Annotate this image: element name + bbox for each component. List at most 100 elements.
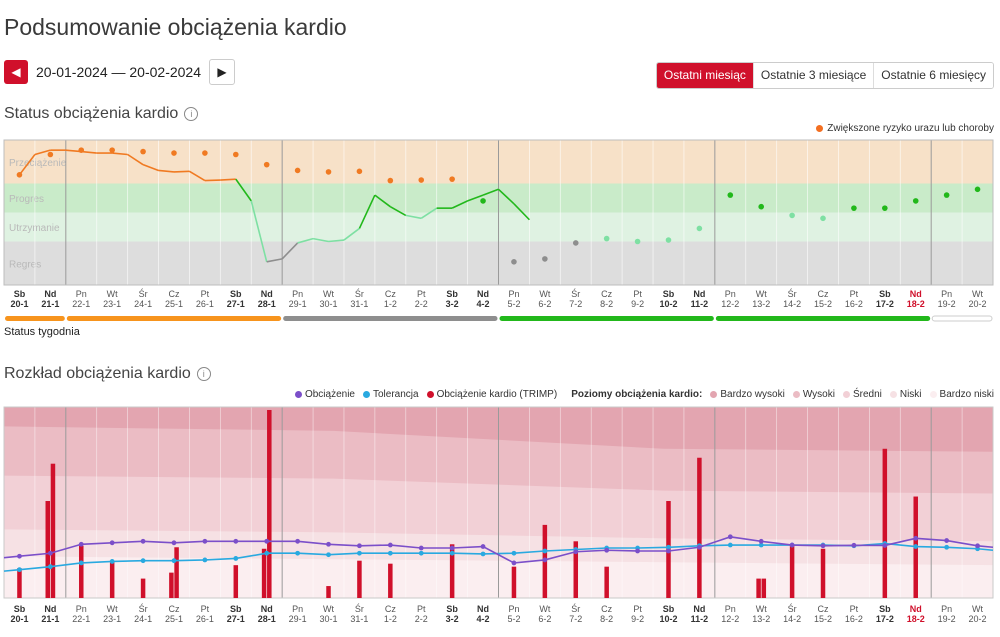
tolerance-point xyxy=(449,550,455,556)
distribution-day-name: Cz xyxy=(601,604,612,614)
trimp-bar xyxy=(79,545,84,598)
status-day-date: 24-1 xyxy=(134,299,152,309)
status-zone-label: Progres xyxy=(9,194,44,205)
status-point xyxy=(572,240,579,246)
distribution-day-name: Nd xyxy=(261,604,273,614)
status-point xyxy=(356,168,363,175)
status-point xyxy=(943,192,950,198)
status-point xyxy=(449,176,455,182)
load-point xyxy=(696,544,702,550)
distribution-day-name: Pn xyxy=(725,604,736,614)
distribution-chart-border xyxy=(3,406,994,599)
status-point xyxy=(232,151,239,158)
status-line-segment xyxy=(451,200,468,209)
distribution-day-date: 3-2 xyxy=(446,614,459,624)
distribution-day-date: 12-2 xyxy=(721,614,739,624)
status-line-segment xyxy=(127,153,144,166)
distribution-day-name: Nd xyxy=(477,604,489,614)
status-point xyxy=(140,148,146,155)
risk-legend-label: Zwiększone ryzyko urazu lub choroby xyxy=(827,123,994,134)
status-line-segment xyxy=(34,149,51,156)
status-line-segment xyxy=(281,242,299,260)
load-point xyxy=(387,542,393,548)
tab-last-month[interactable]: Ostatni miesiąc xyxy=(656,63,753,88)
trimp-bar xyxy=(388,563,393,598)
status-section-title: Status obciążenia kardio i xyxy=(4,105,199,123)
trimp-bar xyxy=(174,547,179,598)
status-day-name: Śr xyxy=(788,288,797,299)
status-line-segment xyxy=(374,194,391,208)
trimp-bar xyxy=(604,566,609,598)
status-line-segment xyxy=(467,194,484,202)
load-point xyxy=(47,550,53,556)
status-line-segment xyxy=(328,239,345,243)
previous-period-button[interactable]: ◀ xyxy=(4,60,28,84)
tab-last-6-months[interactable]: Ostatnie 6 miesięcy xyxy=(873,63,993,88)
status-day-date: 5-2 xyxy=(507,299,520,309)
load-point xyxy=(171,540,177,546)
distribution-day-date: 16-2 xyxy=(845,614,863,624)
distribution-day-date: 1-2 xyxy=(384,614,397,624)
tolerance-point xyxy=(944,544,950,550)
load-point xyxy=(820,543,826,549)
next-period-button[interactable]: ▶ xyxy=(209,59,236,85)
load-point xyxy=(666,548,671,554)
legend-level-label: Niski xyxy=(899,389,922,400)
status-day-date: 14-2 xyxy=(783,299,801,309)
tolerance-point xyxy=(480,551,486,557)
tab-last-3-months[interactable]: Ostatnie 3 miesiące xyxy=(752,63,874,88)
distribution-day-name: Śr xyxy=(571,603,580,614)
status-day-date: 21-1 xyxy=(41,299,59,309)
status-line-segment xyxy=(266,258,283,263)
distribution-day-name: Nd xyxy=(910,604,922,614)
info-icon[interactable]: i xyxy=(196,366,211,381)
week-status-bar xyxy=(715,316,931,321)
status-day-date: 17-2 xyxy=(876,299,894,309)
status-line-segment xyxy=(389,206,407,217)
load-point xyxy=(542,557,548,563)
distribution-day-date: 13-2 xyxy=(752,614,770,624)
distribution-day-name: Cz xyxy=(385,604,396,614)
load-point xyxy=(573,549,579,555)
tolerance-point xyxy=(140,558,146,564)
trimp-bar xyxy=(357,560,362,598)
distribution-day-date: 14-2 xyxy=(783,614,801,624)
status-point xyxy=(851,205,857,211)
status-day-name: Nd xyxy=(44,289,56,299)
trimp-bar xyxy=(761,578,767,598)
status-day-name: Pt xyxy=(201,289,210,299)
legend-level-label: Średni xyxy=(852,389,882,400)
trimp-bar xyxy=(45,501,51,598)
distribution-day-date: 19-2 xyxy=(938,614,956,624)
status-day-name: Pt xyxy=(850,289,859,299)
distribution-day-date: 8-2 xyxy=(600,614,613,624)
status-point xyxy=(294,167,301,174)
distribution-day-name: Nd xyxy=(693,604,705,614)
legend-load[interactable]: Obciążenie xyxy=(294,389,355,400)
status-line-segment xyxy=(158,169,175,173)
status-point xyxy=(696,225,703,232)
status-day-name: Pt xyxy=(633,289,642,299)
trimp-bar xyxy=(233,565,239,598)
status-day-date: 7-2 xyxy=(569,299,582,309)
distribution-day-name: Śr xyxy=(788,603,797,614)
distribution-day-date: 30-1 xyxy=(320,614,338,624)
legend-trimp[interactable]: Obciążenie kardio (TRIMP) xyxy=(426,389,557,400)
trimp-bar xyxy=(789,545,795,598)
status-point xyxy=(480,198,486,204)
distribution-day-name: Sb xyxy=(879,604,891,614)
distribution-day-name: Śr xyxy=(355,603,364,614)
distribution-day-name: Wt xyxy=(972,604,983,614)
trimp-bar xyxy=(697,457,702,598)
legend-tolerance[interactable]: Tolerancja xyxy=(363,389,419,400)
distribution-day-name: Pt xyxy=(201,604,210,614)
status-day-date: 23-1 xyxy=(103,299,121,309)
info-icon[interactable]: i xyxy=(184,106,199,121)
legend-level-label: Bardzo wysoki xyxy=(720,389,785,400)
status-line-segment xyxy=(250,200,268,262)
trimp-bar xyxy=(140,578,146,598)
tolerance-point xyxy=(357,550,362,556)
status-day-name: Cz xyxy=(601,289,612,299)
distribution-day-date: 20-1 xyxy=(10,614,28,624)
status-point xyxy=(634,238,641,245)
